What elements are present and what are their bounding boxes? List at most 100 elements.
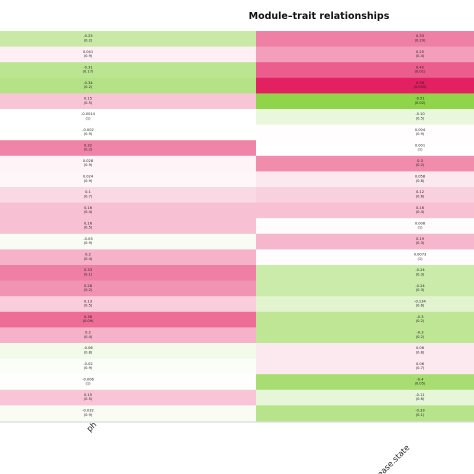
heatmap-cell	[256, 327, 474, 344]
cell-pvalue-label: (0.3)	[416, 241, 425, 245]
heatmap-cell	[256, 233, 474, 250]
heatmap-cell	[256, 46, 474, 63]
heatmap-cell	[256, 374, 474, 391]
cell-pvalue-label: (0.7)	[84, 194, 93, 198]
cell-pvalue-label: (0.2)	[416, 163, 425, 167]
heatmap-cell	[256, 62, 474, 79]
cell-value-label: 0.06	[416, 346, 425, 350]
cell-value-label: 0.2	[85, 253, 91, 257]
cell-value-label: 0.32	[84, 143, 92, 147]
cell-value-label: 0.58	[416, 81, 425, 85]
heatmap-cell	[256, 389, 474, 406]
cell-pvalue-label: (0.5)	[84, 397, 93, 401]
cell-pvalue-label: (0.2)	[84, 85, 93, 89]
heatmap-cell	[0, 155, 256, 172]
heatmap-cell	[0, 93, 256, 110]
cell-value-label: 0.0073	[414, 253, 427, 257]
cell-pvalue-label: (0.8)	[84, 350, 93, 354]
cell-value-label: -0.31	[83, 65, 92, 69]
cell-value-label: 0.15	[84, 97, 92, 101]
heatmap-cell	[0, 140, 256, 157]
cell-value-label: 0.16	[416, 206, 425, 210]
cell-pvalue-label: (0.02)	[415, 101, 426, 105]
heatmap-cell	[0, 358, 256, 375]
heatmap-cell	[256, 405, 474, 422]
cell-value-label: -0.3	[416, 331, 423, 335]
heatmap-cell	[256, 171, 474, 188]
heatmap-cell	[256, 124, 474, 141]
cell-pvalue-label: (0.9)	[84, 54, 93, 58]
cell-value-label: 0.12	[416, 190, 424, 194]
chart-title: Module–trait relationships	[248, 11, 390, 22]
cell-value-label: 0.3	[417, 159, 423, 163]
cell-pvalue-label: (1)	[417, 226, 423, 230]
cell-pvalue-label: (0.1)	[416, 413, 425, 417]
heatmap-cell	[0, 124, 256, 141]
heatmap-cell	[0, 171, 256, 188]
heatmap-cell	[0, 218, 256, 235]
cell-pvalue-label: (0.2)	[416, 335, 425, 339]
heatmap-cell	[256, 280, 474, 297]
cell-value-label: -0.11	[415, 393, 424, 397]
cell-value-label: -0.51	[415, 97, 424, 101]
cell-value-label: -0.24	[415, 284, 425, 288]
cell-pvalue-label: (0.5)	[84, 101, 93, 105]
heatmap-cell	[0, 187, 256, 203]
cell-pvalue-label: (0.05)	[415, 382, 426, 386]
cell-pvalue-label: (1)	[417, 148, 423, 152]
cell-pvalue-label: (0.1)	[84, 272, 93, 276]
cell-pvalue-label: (1)	[85, 382, 91, 386]
cell-value-label: 0.008	[415, 221, 426, 225]
cell-pvalue-label: (0.005)	[413, 85, 427, 89]
cell-value-label: -0.24	[415, 268, 425, 272]
heatmap-cell	[0, 62, 256, 79]
heatmap-cell	[256, 296, 474, 313]
cell-pvalue-label: (0.3)	[416, 288, 425, 292]
heatmap-cell	[0, 389, 256, 406]
cell-value-label: 0.25	[416, 50, 424, 54]
cell-pvalue-label: (0.2)	[84, 38, 93, 42]
cell-pvalue-label: (0.9)	[84, 413, 93, 417]
cell-pvalue-label: (0.4)	[416, 54, 425, 58]
cell-value-label: 0.2	[85, 331, 91, 335]
cell-pvalue-label: (0.8)	[416, 179, 425, 183]
cell-pvalue-label: (0.6)	[416, 397, 425, 401]
cell-pvalue-label: (0.2)	[84, 288, 93, 292]
cell-value-label: -0.02	[83, 362, 92, 366]
heatmap-cell	[0, 77, 256, 94]
heatmap-cell	[256, 93, 474, 110]
cell-pvalue-label: (0.6)	[416, 304, 425, 308]
cell-pvalue-label: (0.5)	[84, 304, 93, 308]
cell-pvalue-label: (1)	[85, 116, 91, 120]
cell-value-label: -0.002	[82, 128, 94, 132]
cell-pvalue-label: (0.4)	[84, 210, 93, 214]
heatmap-cell	[256, 343, 474, 359]
heatmap-cell	[0, 311, 256, 328]
cell-value-label: -0.33	[415, 409, 424, 413]
cell-pvalue-label: (0.4)	[84, 257, 93, 261]
cell-value-label: 0.28	[84, 284, 93, 288]
heatmap-cell	[256, 31, 474, 47]
cell-pvalue-label: (0.09)	[83, 319, 94, 323]
cell-value-label: -0.4	[416, 377, 424, 381]
cell-value-label: 0.33	[416, 34, 424, 38]
cell-value-label: 0.001	[415, 143, 425, 147]
cell-value-label: 0.06	[416, 362, 425, 366]
heatmap-cell	[256, 155, 474, 172]
cell-value-label: 0.19	[416, 237, 425, 241]
heatmap-cell	[0, 31, 256, 47]
cell-value-label: -0.134	[414, 299, 426, 303]
cell-value-label: -0.006	[82, 377, 94, 381]
cell-pvalue-label: (0.29)	[415, 38, 426, 42]
cell-pvalue-label: (0.3)	[416, 272, 425, 276]
cell-value-label: 0.1	[85, 190, 91, 194]
cell-value-label: 0.13	[84, 299, 92, 303]
cell-pvalue-label: (0.6)	[416, 194, 425, 198]
cell-pvalue-label: (0.17)	[83, 70, 94, 74]
cell-value-label: 0.42	[416, 65, 424, 69]
cell-value-label: -0.34	[83, 81, 93, 85]
cell-pvalue-label: (0.7)	[416, 366, 425, 370]
cell-pvalue-label: (0.01)	[415, 70, 426, 74]
cell-pvalue-label: (0.9)	[84, 366, 93, 370]
cell-value-label: 0.38	[84, 315, 93, 319]
